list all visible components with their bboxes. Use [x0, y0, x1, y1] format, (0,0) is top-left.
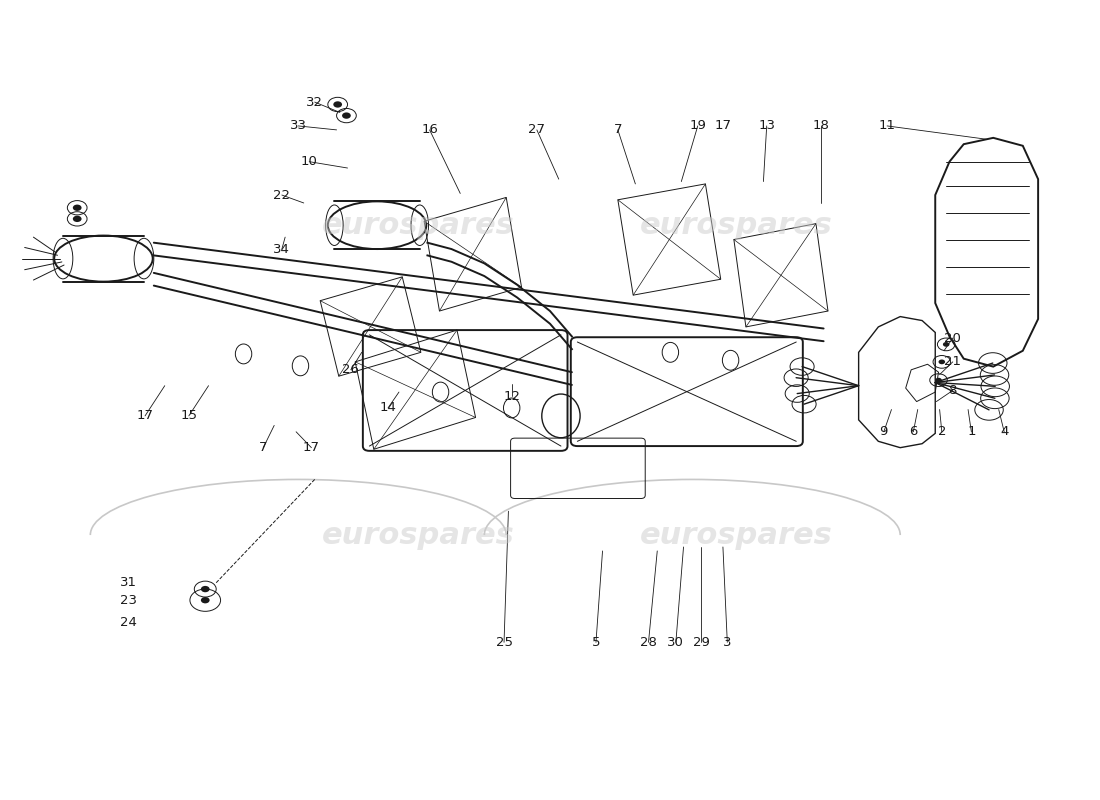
- Text: 6: 6: [910, 426, 917, 438]
- Text: 11: 11: [879, 119, 895, 133]
- Circle shape: [73, 216, 81, 222]
- Text: 27: 27: [528, 123, 546, 136]
- Text: 33: 33: [289, 119, 307, 133]
- Circle shape: [935, 378, 942, 382]
- Text: 1: 1: [967, 426, 976, 438]
- Text: 18: 18: [813, 119, 829, 133]
- Text: eurospares: eurospares: [640, 521, 833, 550]
- Circle shape: [943, 342, 949, 346]
- Text: 8: 8: [948, 384, 957, 397]
- Text: 29: 29: [693, 636, 710, 649]
- Text: 28: 28: [640, 636, 657, 649]
- Text: 7: 7: [614, 123, 623, 136]
- Text: 17: 17: [302, 441, 320, 454]
- Circle shape: [938, 359, 945, 364]
- Text: 12: 12: [503, 390, 520, 402]
- Circle shape: [342, 113, 351, 118]
- Text: 2: 2: [937, 426, 946, 438]
- Text: 9: 9: [880, 426, 888, 438]
- Text: 31: 31: [120, 576, 138, 590]
- Text: eurospares: eurospares: [322, 521, 515, 550]
- Text: 5: 5: [592, 636, 601, 649]
- Text: 34: 34: [274, 242, 290, 255]
- Text: 22: 22: [274, 189, 290, 202]
- Text: 19: 19: [690, 119, 706, 133]
- Text: 17: 17: [714, 119, 732, 133]
- Text: 13: 13: [758, 119, 776, 133]
- Text: 21: 21: [944, 355, 961, 368]
- Text: 17: 17: [136, 410, 154, 422]
- Circle shape: [201, 597, 210, 603]
- Text: eurospares: eurospares: [322, 210, 515, 240]
- Text: 20: 20: [944, 331, 961, 345]
- Text: 7: 7: [258, 441, 267, 454]
- Text: 14: 14: [379, 402, 396, 414]
- Text: 32: 32: [306, 95, 323, 109]
- Text: 4: 4: [1000, 426, 1009, 438]
- Text: 15: 15: [180, 410, 197, 422]
- Text: 3: 3: [723, 636, 732, 649]
- Text: 30: 30: [668, 636, 684, 649]
- Text: 23: 23: [120, 594, 138, 606]
- Circle shape: [333, 102, 342, 108]
- Text: 10: 10: [300, 155, 318, 168]
- Circle shape: [201, 586, 210, 592]
- Circle shape: [73, 205, 81, 211]
- Text: eurospares: eurospares: [640, 210, 833, 240]
- Text: 25: 25: [495, 636, 513, 649]
- Text: 16: 16: [421, 123, 438, 136]
- Text: 26: 26: [342, 363, 360, 376]
- Text: 24: 24: [120, 616, 138, 629]
